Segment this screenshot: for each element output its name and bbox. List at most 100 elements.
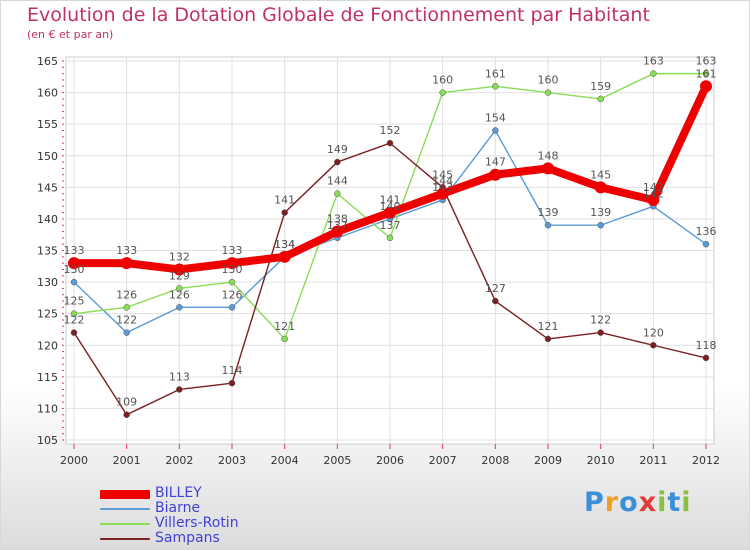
data-label: 121	[538, 320, 559, 333]
data-label: 122	[116, 314, 137, 327]
data-label: 114	[222, 364, 243, 377]
data-point-biarne	[544, 221, 552, 229]
data-label: 161	[696, 67, 717, 80]
x-tick-label: 2009	[534, 454, 562, 467]
y-tick-label: 120	[37, 339, 58, 352]
data-point-sampans	[650, 342, 657, 349]
y-tick-label: 160	[37, 87, 58, 100]
data-point-villers-rotin	[492, 83, 499, 90]
data-label: 126	[169, 288, 190, 301]
data-label: 141	[380, 194, 401, 207]
data-point-billey	[331, 225, 344, 238]
x-tick-label: 2005	[323, 454, 351, 467]
y-tick-label: 110	[37, 402, 58, 415]
data-point-billey	[173, 263, 186, 276]
data-point-biarne	[597, 221, 604, 229]
data-label: 159	[590, 80, 611, 93]
data-point-villers-rotin	[228, 278, 236, 286]
data-label: 145	[590, 168, 611, 181]
y-tick-label: 125	[37, 308, 58, 321]
data-label: 136	[696, 225, 717, 238]
data-label: 163	[643, 55, 664, 68]
data-label: 137	[327, 219, 348, 232]
data-label: 137	[380, 219, 401, 232]
data-label: 109	[116, 396, 137, 409]
data-label: 132	[169, 250, 190, 263]
data-label: 140	[380, 200, 401, 213]
data-point-sampans	[228, 379, 236, 387]
data-point-villers-rotin	[281, 335, 288, 343]
data-label: 148	[538, 149, 559, 162]
data-point-biarne	[702, 240, 710, 248]
y-tick-label: 165	[37, 55, 58, 68]
data-point-villers-rotin	[70, 310, 78, 317]
data-label: 142	[643, 187, 664, 200]
data-point-villers-rotin	[597, 95, 604, 103]
data-point-sampans	[386, 139, 394, 147]
data-point-villers-rotin	[176, 285, 183, 292]
legend-label: Villers-Rotin	[155, 515, 239, 531]
x-tick-label: 2002	[165, 454, 193, 467]
proxiti-logo: Proxiti	[584, 487, 692, 518]
data-point-billey	[384, 206, 396, 219]
y-tick-label: 155	[37, 118, 58, 131]
data-point-sampans	[281, 209, 288, 216]
legend-swatch	[100, 508, 150, 510]
data-point-biarne	[228, 304, 236, 311]
data-label: 133	[116, 244, 137, 257]
data-label: 163	[696, 55, 717, 68]
data-point-biarne	[492, 127, 499, 134]
data-label: 125	[64, 295, 85, 308]
data-point-billey	[120, 257, 133, 270]
logo-letter: o	[619, 487, 639, 518]
y-tick-label: 130	[37, 276, 58, 289]
data-label: 126	[222, 288, 243, 301]
data-label: 126	[116, 288, 137, 301]
data-point-sampans	[123, 411, 130, 418]
data-label: 134	[274, 238, 295, 251]
data-label: 141	[274, 194, 295, 207]
data-point-billey	[489, 168, 502, 181]
data-label: 144	[327, 175, 348, 188]
x-tick-label: 2010	[587, 454, 615, 467]
data-point-sampans	[702, 354, 710, 362]
data-point-villers-rotin	[650, 70, 657, 77]
y-tick-label: 105	[37, 434, 58, 447]
data-label: 118	[696, 339, 717, 352]
data-label: 154	[485, 111, 506, 124]
data-label: 144	[432, 175, 453, 188]
data-point-villers-rotin	[702, 70, 710, 77]
data-point-billey	[700, 80, 712, 93]
data-point-villers-rotin	[123, 304, 130, 311]
data-point-villers-rotin	[386, 234, 394, 242]
data-point-villers-rotin	[544, 89, 552, 96]
data-label: 120	[643, 326, 664, 339]
x-tick-label: 2011	[639, 454, 667, 467]
data-label: 143	[432, 181, 453, 194]
x-tick-label: 2004	[271, 454, 299, 467]
data-point-billey	[594, 181, 607, 194]
data-label: 127	[485, 282, 506, 295]
logo-letter: t	[667, 487, 682, 518]
y-tick-label: 140	[37, 213, 58, 226]
data-point-billey	[647, 193, 660, 206]
chart-subtitle: (en € et par an)	[27, 28, 114, 41]
data-point-sampans	[597, 329, 604, 336]
data-point-billey	[226, 257, 238, 270]
x-tick-label: 2006	[376, 454, 404, 467]
logo-letter: P	[584, 487, 605, 518]
data-label: 160	[538, 74, 559, 87]
data-label: 152	[380, 124, 401, 137]
data-label: 161	[485, 67, 506, 80]
data-label: 143	[643, 181, 664, 194]
data-label: 129	[169, 269, 190, 282]
legend-label: BILLEY	[155, 485, 202, 501]
data-label: 134	[274, 238, 295, 251]
legend-label: Biarne	[155, 500, 201, 516]
data-point-sampans	[334, 158, 341, 166]
data-point-billey	[278, 250, 291, 263]
legend-swatch	[100, 538, 150, 540]
logo-letter: i	[681, 487, 692, 518]
x-tick-label: 2012	[692, 454, 720, 467]
